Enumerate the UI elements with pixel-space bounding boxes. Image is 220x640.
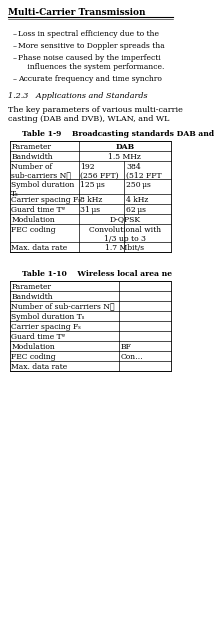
Text: Convolutional with
1/3 up to 3: Convolutional with 1/3 up to 3	[89, 225, 161, 243]
Text: Number of sub-carriers NⲜ: Number of sub-carriers NⲜ	[11, 303, 115, 310]
Text: DAB: DAB	[115, 143, 134, 150]
Text: More sensitive to Doppler spreads tha: More sensitive to Doppler spreads tha	[18, 42, 165, 50]
Text: The key parameters of various multi-carrie
casting (DAB and DVB), WLAN, and WL: The key parameters of various multi-carr…	[8, 106, 183, 124]
Text: –: –	[13, 54, 17, 62]
Text: Guard time Tᵍ: Guard time Tᵍ	[11, 205, 65, 214]
Text: 384
(512 FFT: 384 (512 FFT	[126, 163, 162, 180]
Text: Symbol duration
Tₛ: Symbol duration Tₛ	[11, 180, 75, 198]
Text: Guard time Tᵍ: Guard time Tᵍ	[11, 333, 65, 340]
Text: 1.7 Mbit/s: 1.7 Mbit/s	[105, 243, 145, 252]
Text: Multi-Carrier Transmission: Multi-Carrier Transmission	[8, 8, 146, 17]
Text: Modulation: Modulation	[11, 216, 55, 223]
Text: Bandwidth: Bandwidth	[11, 152, 53, 161]
Text: Carrier spacing Fₛ: Carrier spacing Fₛ	[11, 195, 81, 204]
Text: Max. data rate: Max. data rate	[11, 362, 68, 371]
Text: BF: BF	[121, 342, 131, 351]
Text: Con…: Con…	[121, 353, 143, 360]
Text: Parameter: Parameter	[11, 143, 51, 150]
Text: Table 1-10    Wireless local area ne: Table 1-10 Wireless local area ne	[22, 270, 173, 278]
Text: –: –	[13, 42, 17, 50]
Text: D-QPSK: D-QPSK	[109, 216, 140, 223]
Text: Loss in spectral efficiency due to the: Loss in spectral efficiency due to the	[18, 30, 160, 38]
Text: FEC coding: FEC coding	[11, 353, 56, 360]
Text: Max. data rate: Max. data rate	[11, 243, 68, 252]
Text: 125 μs: 125 μs	[80, 180, 105, 189]
Text: 250 μs: 250 μs	[126, 180, 151, 189]
Text: 192
(256 FFT): 192 (256 FFT)	[80, 163, 119, 180]
Text: Number of
sub-carriers NⲜ: Number of sub-carriers NⲜ	[11, 163, 71, 180]
Text: 31 μs: 31 μs	[80, 205, 101, 214]
Text: Accurate frequency and time synchro: Accurate frequency and time synchro	[18, 75, 162, 83]
Text: 4 kHz: 4 kHz	[126, 195, 148, 204]
Text: FEC coding: FEC coding	[11, 225, 56, 234]
Text: 1.2.3   Applications and Standards: 1.2.3 Applications and Standards	[8, 92, 148, 100]
Text: –: –	[13, 75, 17, 83]
Text: Carrier spacing Fₛ: Carrier spacing Fₛ	[11, 323, 81, 330]
Text: Table 1-9    Broadcasting standards DAB and: Table 1-9 Broadcasting standards DAB and	[22, 130, 215, 138]
Text: –: –	[13, 30, 17, 38]
Text: 62 μs: 62 μs	[126, 205, 146, 214]
Text: Bandwidth: Bandwidth	[11, 292, 53, 301]
Text: influences the system performance.: influences the system performance.	[18, 63, 165, 71]
Text: Symbol duration Tₛ: Symbol duration Tₛ	[11, 312, 85, 321]
Text: 1.5 MHz: 1.5 MHz	[108, 152, 141, 161]
Text: Parameter: Parameter	[11, 282, 51, 291]
Text: Modulation: Modulation	[11, 342, 55, 351]
Text: Phase noise caused by the imperfecti: Phase noise caused by the imperfecti	[18, 54, 161, 62]
Text: 8 kHz: 8 kHz	[80, 195, 103, 204]
